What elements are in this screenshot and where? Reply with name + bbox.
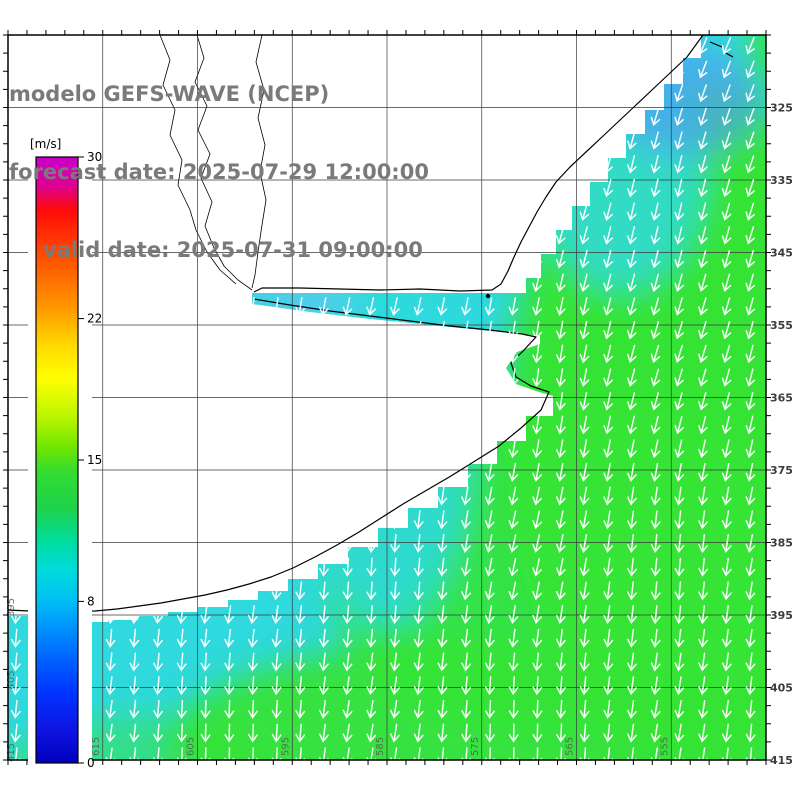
axis-tick-label: 405 [770, 682, 793, 695]
colorbar-gradient-bar [35, 156, 79, 764]
axis-tick-label: 615 [91, 737, 102, 756]
colorbar-tick-label: 30 [87, 150, 102, 164]
axis-tick-label: 575 [470, 737, 481, 756]
graticule [8, 35, 766, 760]
colorbar-tick-label: 8 [87, 594, 95, 608]
coastal-point-marker [485, 293, 491, 299]
axis-tick-label: 365 [770, 392, 793, 405]
axis-tick-label: 415 [770, 754, 793, 767]
axis-tick-label: 355 [770, 319, 793, 332]
axis-tick-label: 335 [770, 174, 793, 187]
model-title: modelo GEFS-WAVE (NCEP) [9, 82, 330, 106]
axis-tick-label: 585 [375, 737, 386, 756]
coastline [7, 34, 704, 613]
axis-tick-label: 385 [770, 537, 793, 550]
axis-tick-label: 405 [6, 670, 17, 689]
valid-date-label: valid date: 2025-07-31 09:00:00 [43, 238, 423, 262]
axis-tick-label: 345 [770, 247, 793, 260]
axis-tick-label: 595 [280, 737, 291, 756]
axis-tick-label: 325 [770, 102, 793, 115]
river-line [251, 34, 267, 289]
colorbar-tick-label: 15 [87, 453, 102, 467]
colorbar-tick-label: 22 [87, 312, 102, 326]
axis-tick-label: 555 [659, 737, 670, 756]
axis-tick-label: 395 [770, 609, 793, 622]
colorbar-ticks: 30 22 15 8 0 [78, 150, 102, 770]
axis-tick-label: 375 [770, 464, 793, 477]
axis-tick-label: 605 [186, 737, 197, 756]
colorbar-unit-label: [m/s] [30, 137, 61, 151]
axis-tick-label: 395 [6, 598, 17, 617]
axis-tick-label: 415 [6, 743, 17, 762]
colorbar-tick-label: 0 [87, 756, 95, 770]
sea-green-bottom [170, 640, 766, 760]
right-axis-labels: 325 335 345 355 365 375 385 395 405 415 [770, 102, 793, 768]
axis-tick-label: 565 [565, 737, 576, 756]
left-axis-labels: 395 405 415 [6, 598, 17, 762]
sea-green-corner [742, 35, 766, 94]
colorbar: [m/s] 30 22 15 8 0 [28, 130, 102, 778]
title-block: modelo GEFS-WAVE (NCEP) forecast date: 2… [9, 29, 429, 315]
forecast-date-label: forecast date: 2025-07-29 12:00:00 [9, 160, 429, 184]
river-line [194, 34, 253, 291]
bottom-axis-labels: 615 605 595 585 575 565 555 [91, 737, 671, 756]
frame-minor-ticks [3, 30, 771, 765]
